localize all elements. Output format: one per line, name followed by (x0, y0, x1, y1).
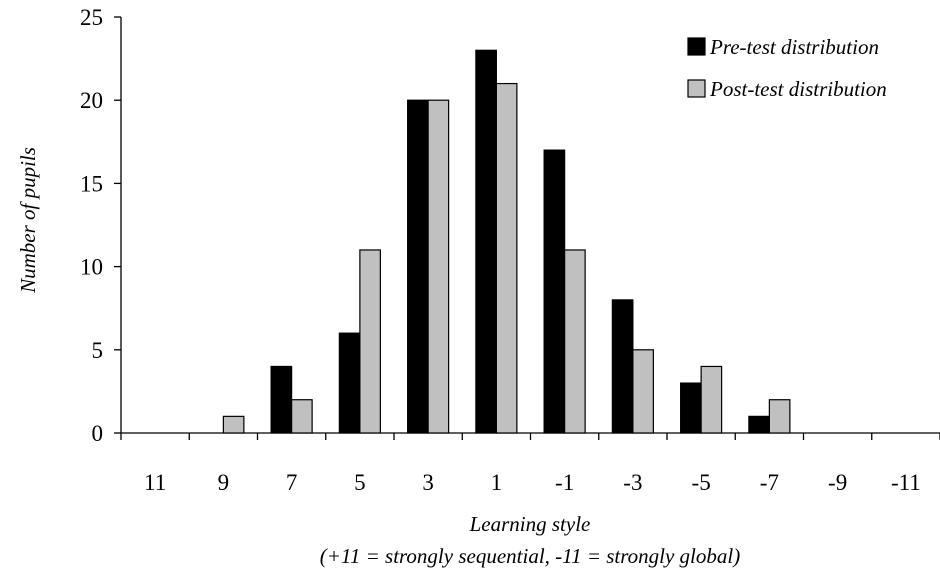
y-axis-title: Number of pupils (16, 147, 40, 294)
bar-post-test (768, 399, 791, 434)
y-tick-label: 20 (80, 88, 103, 113)
x-axis-title: Learning style (469, 512, 591, 536)
axes (114, 16, 940, 440)
bar-pre-test (680, 382, 702, 434)
x-tick-label: -11 (891, 470, 921, 495)
bar-post-test (222, 415, 245, 434)
bars (222, 49, 791, 434)
x-tick-label: 5 (354, 470, 366, 495)
x-tick-label: -7 (760, 470, 779, 495)
bar-post-test (427, 99, 450, 434)
bar-post-test (632, 349, 654, 434)
x-tick-label: -3 (623, 470, 642, 495)
bar-pre-test (611, 299, 634, 434)
bar-post-test (700, 365, 723, 434)
legend-label: Post-test distribution (709, 77, 887, 101)
y-tick-labels: 0 5 10 15 20 25 (80, 5, 103, 446)
y-tick-label: 15 (80, 171, 103, 196)
x-tick-label: -1 (555, 470, 574, 495)
x-tick-label: 9 (218, 470, 230, 495)
legend-label: Pre-test distribution (709, 35, 879, 59)
legend: Pre-test distribution Post-test distribut… (687, 35, 887, 101)
legend-swatch (687, 79, 706, 98)
x-tick-label: 1 (491, 470, 503, 495)
x-tick-label: 7 (286, 470, 298, 495)
x-tick-label: -5 (692, 470, 711, 495)
y-tick-label: 5 (92, 338, 104, 363)
legend-swatch (687, 37, 706, 56)
x-tick-label: -9 (828, 470, 847, 495)
x-tick-label: 3 (422, 470, 434, 495)
x-axis-note: (+11 = strongly sequential, -11 = strong… (320, 544, 740, 568)
bar-pre-test (270, 365, 293, 434)
x-tick-label: 11 (144, 470, 166, 495)
y-tick-label: 25 (80, 5, 103, 30)
bar-pre-test (475, 49, 497, 434)
bar-pre-test (748, 415, 770, 434)
y-tick-label: 10 (80, 255, 103, 280)
bar-post-test (359, 249, 381, 434)
bar-pre-test (543, 149, 566, 434)
bar-pre-test (407, 99, 429, 434)
bar-post-test (291, 399, 313, 434)
bar-post-test (495, 82, 518, 434)
y-tick-label: 0 (92, 421, 104, 446)
x-tick-labels: 11 9 7 5 3 1 -1 -3 -5 -7 -9 -11 (144, 470, 921, 495)
bar-post-test (564, 249, 586, 434)
bar-pre-test (338, 332, 361, 434)
